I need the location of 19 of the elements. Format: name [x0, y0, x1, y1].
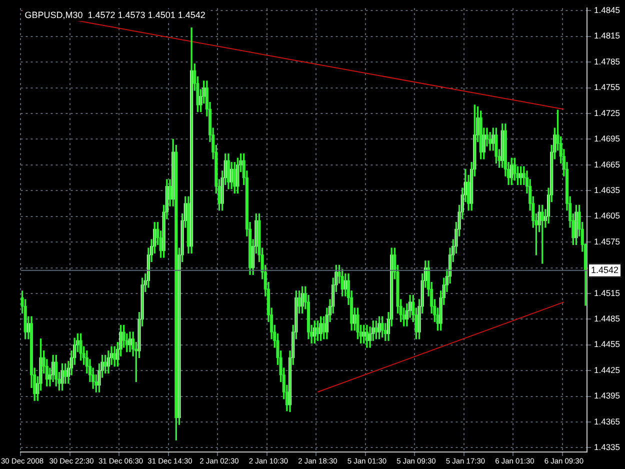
y-tick-label: 1.4665 [594, 159, 620, 170]
y-tick-label: 1.4845 [594, 5, 620, 16]
y-tick-label: 1.4365 [594, 416, 620, 426]
y-tick-label: 1.4575 [594, 236, 620, 246]
ref-line-label: 1.4542 [591, 264, 619, 275]
y-tick-label: 1.4725 [594, 108, 620, 118]
y-tick-label: 1.4755 [594, 82, 620, 92]
y-tick-label: 1.4785 [594, 56, 620, 66]
y-tick-label: 1.4335 [594, 442, 620, 452]
y-tick-label: 1.4635 [594, 184, 620, 195]
y-tick-label: 1.4605 [594, 210, 620, 221]
y-tick-label: 1.4515 [594, 288, 620, 298]
y-tick-label: 1.4815 [594, 30, 620, 41]
y-tick-label: 1.4395 [594, 390, 620, 401]
chart-title: GBPUSD,M30 1.4572 1.4573 1.4501 1.4542 [24, 10, 206, 20]
y-tick-label: 1.4485 [594, 314, 620, 324]
y-tick-label: 1.4425 [594, 364, 620, 375]
y-tick-label: 1.4455 [594, 339, 620, 350]
y-tick-label: 1.4695 [594, 134, 620, 144]
